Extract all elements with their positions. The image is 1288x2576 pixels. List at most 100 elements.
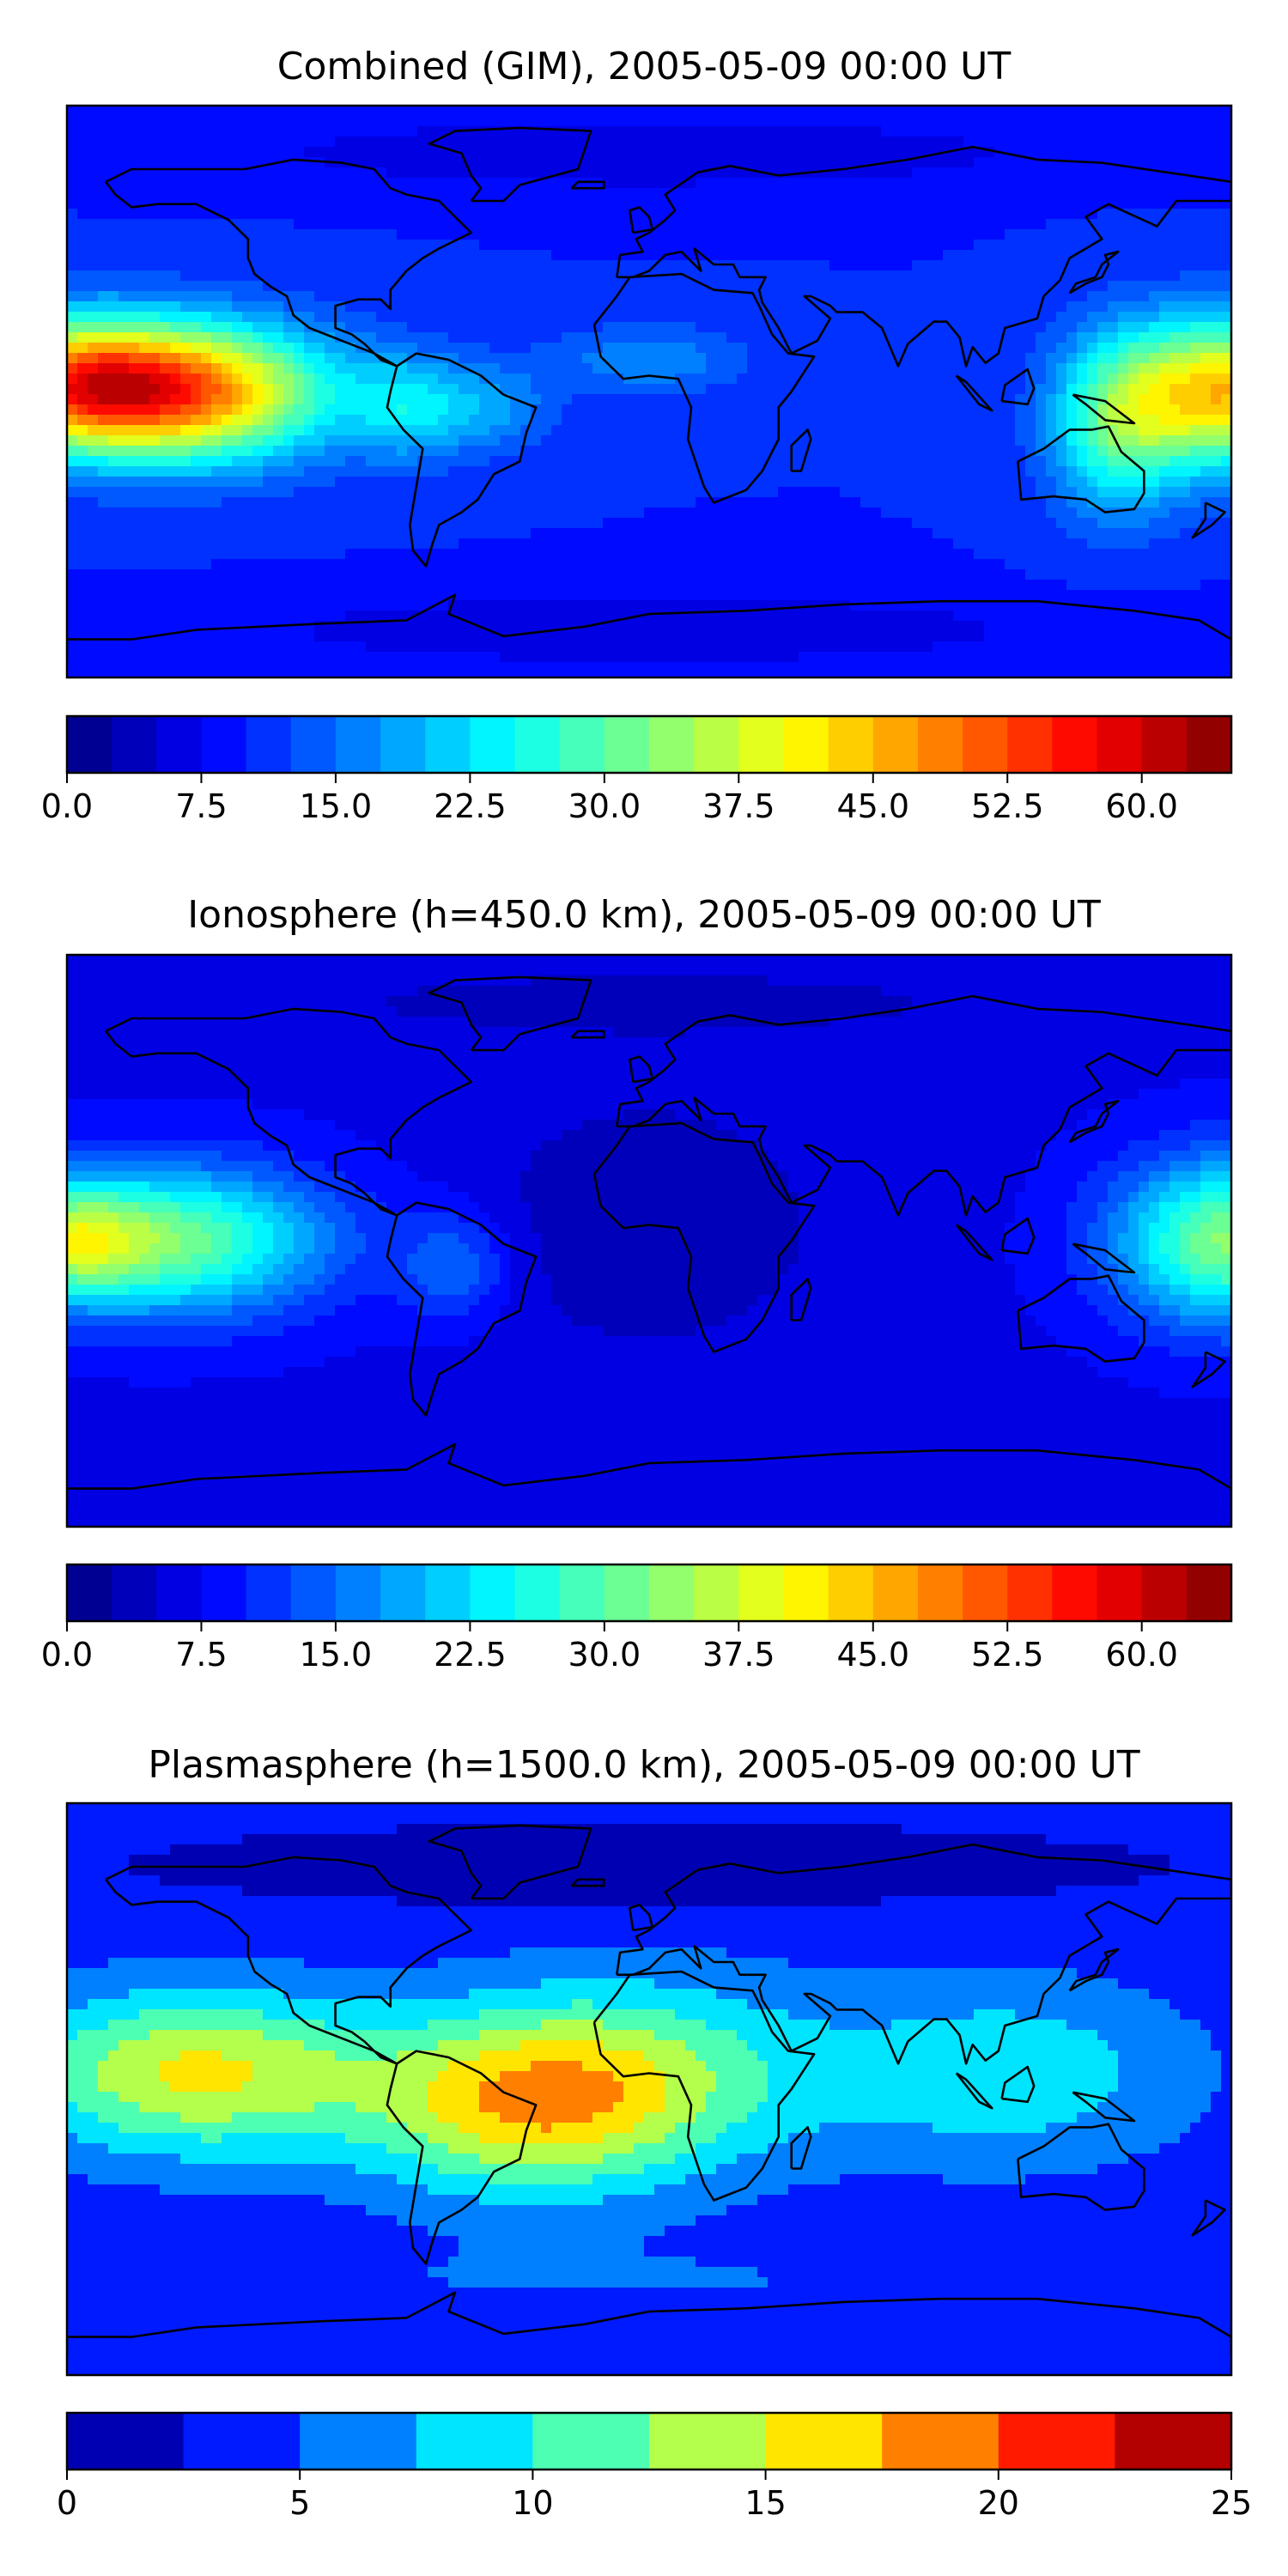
colorbar-tick-label: 37.5 bbox=[702, 1636, 775, 1674]
panel-3-title: Plasmasphere (h=1500.0 km), 2005-05-09 0… bbox=[148, 1743, 1140, 1787]
colorbar-swatch bbox=[380, 1564, 426, 1621]
coast-africa bbox=[592, 1970, 816, 2202]
colorbar-swatch bbox=[694, 1564, 739, 1621]
colorbar-swatch bbox=[67, 716, 112, 773]
coast-antarctica bbox=[67, 593, 1231, 659]
colorbar-swatch bbox=[882, 2413, 999, 2470]
coast-greenland bbox=[428, 1824, 592, 1900]
coast-uk bbox=[629, 1904, 654, 1932]
colorbar-swatch bbox=[604, 716, 650, 773]
colorbar-swatch bbox=[963, 716, 1008, 773]
colorbar-swatch bbox=[1186, 1564, 1232, 1621]
coast-africa bbox=[592, 272, 816, 504]
panel-1-title: Combined (GIM), 2005-05-09 00:00 UT bbox=[276, 45, 1012, 88]
colorbar-swatch bbox=[559, 716, 605, 773]
colorbar-tick-label: 15 bbox=[744, 2484, 786, 2522]
colorbar-swatch bbox=[872, 1564, 919, 1621]
map-2-frame bbox=[65, 953, 1233, 1528]
coast-new-zealand bbox=[1191, 2199, 1226, 2237]
coast-madagascar bbox=[790, 2126, 812, 2170]
colorbar-tick-label: 22.5 bbox=[434, 1636, 507, 1674]
coast-south-america bbox=[386, 2050, 538, 2265]
coast-japan bbox=[1068, 1099, 1120, 1144]
coast-borneo bbox=[1000, 368, 1036, 406]
coast-borneo bbox=[1000, 1217, 1036, 1255]
colorbar-swatch bbox=[67, 2413, 185, 2470]
colorbar-swatch bbox=[604, 1564, 650, 1621]
colorbar-swatch bbox=[425, 1564, 471, 1621]
map-panel-plasmasphere bbox=[65, 1801, 1233, 2377]
map-1-coastlines bbox=[67, 126, 1231, 659]
colorbar-swatch bbox=[514, 1564, 561, 1621]
colorbar-tick-label: 45.0 bbox=[836, 787, 909, 825]
coast-japan bbox=[1068, 1947, 1120, 1992]
colorbar-swatch bbox=[1007, 1564, 1053, 1621]
colorbar-swatch bbox=[300, 2413, 417, 2470]
colorbar-tick-label: 52.5 bbox=[971, 1636, 1044, 1674]
colorbar-tick-label: 0.0 bbox=[41, 1636, 93, 1674]
coast-south-america bbox=[386, 1201, 538, 1417]
colorbar-swatch bbox=[1186, 716, 1232, 773]
colorbar-3: 0 5 10 15 20 25 bbox=[57, 2411, 1252, 2522]
coast-new-guinea bbox=[1072, 2091, 1136, 2123]
colorbar-swatch bbox=[649, 2413, 767, 2470]
colorbar-tick-label: 60.0 bbox=[1105, 1636, 1178, 1674]
colorbar-swatch bbox=[765, 2413, 883, 2470]
colorbar-tick-label: 52.5 bbox=[971, 787, 1044, 825]
map-panel-ionosphere bbox=[65, 953, 1233, 1528]
coast-borneo bbox=[1000, 2065, 1036, 2104]
coast-north-america bbox=[105, 1856, 473, 2065]
coast-new-guinea bbox=[1072, 393, 1136, 425]
colorbar-tick-label: 7.5 bbox=[175, 787, 227, 825]
colorbar-tick-label: 10 bbox=[512, 2484, 553, 2522]
map-2-contour-field bbox=[67, 955, 1231, 1527]
colorbar-tick-label: 20 bbox=[978, 2484, 1019, 2522]
colorbar-swatch bbox=[246, 716, 292, 773]
colorbar-swatch bbox=[872, 716, 919, 773]
map-3-frame bbox=[65, 1801, 1233, 2377]
coast-south-america bbox=[386, 352, 538, 568]
colorbar-swatch bbox=[694, 716, 739, 773]
colorbar-tick-label: 15.0 bbox=[300, 787, 373, 825]
colorbar-swatch bbox=[1052, 1564, 1098, 1621]
coast-australia bbox=[1017, 425, 1145, 513]
colorbar-tick-label: 37.5 bbox=[702, 787, 775, 825]
colorbar-swatch bbox=[156, 716, 202, 773]
colorbar-tick-label: 60.0 bbox=[1105, 787, 1178, 825]
colorbar-swatch bbox=[1097, 1564, 1143, 1621]
coast-australia bbox=[1017, 1274, 1145, 1363]
coast-new-zealand bbox=[1191, 1351, 1226, 1388]
colorbar-swatch bbox=[112, 1564, 157, 1621]
colorbar-swatch bbox=[828, 1564, 874, 1621]
coast-europe-asia bbox=[616, 1843, 1231, 2065]
colorbar-swatch bbox=[156, 1564, 202, 1621]
coast-australia bbox=[1017, 2123, 1145, 2211]
colorbar-swatch bbox=[532, 2413, 650, 2470]
colorbar-swatch bbox=[335, 716, 381, 773]
colorbar-swatch bbox=[514, 716, 561, 773]
colorbar-tick-label: 25 bbox=[1211, 2484, 1252, 2522]
colorbar-swatch bbox=[290, 1564, 337, 1621]
colorbar-swatch bbox=[738, 716, 784, 773]
colorbar-tick-label: 22.5 bbox=[434, 787, 507, 825]
colorbar-swatch bbox=[828, 716, 874, 773]
colorbar-swatch bbox=[1007, 716, 1053, 773]
colorbar-tick-label: 45.0 bbox=[836, 1636, 909, 1674]
colorbar-swatch bbox=[963, 1564, 1008, 1621]
colorbar-frame bbox=[65, 2411, 1233, 2471]
colorbar-tick-label: 0 bbox=[57, 2484, 77, 2522]
coast-africa bbox=[592, 1121, 816, 1353]
coast-north-america bbox=[105, 158, 473, 368]
colorbar-swatch bbox=[783, 1564, 829, 1621]
coast-europe-asia bbox=[616, 145, 1231, 368]
colorbar-swatch bbox=[1141, 1564, 1188, 1621]
map-3-coastlines bbox=[67, 1824, 1231, 2356]
map-2-coastlines bbox=[67, 975, 1231, 1508]
coast-japan bbox=[1068, 250, 1120, 295]
coast-antarctica bbox=[67, 2291, 1231, 2356]
colorbar-tick-label: 5 bbox=[289, 2484, 310, 2522]
colorbar-swatch bbox=[1141, 716, 1188, 773]
colorbar-swatch bbox=[998, 2413, 1115, 2470]
colorbar-swatch bbox=[738, 1564, 784, 1621]
